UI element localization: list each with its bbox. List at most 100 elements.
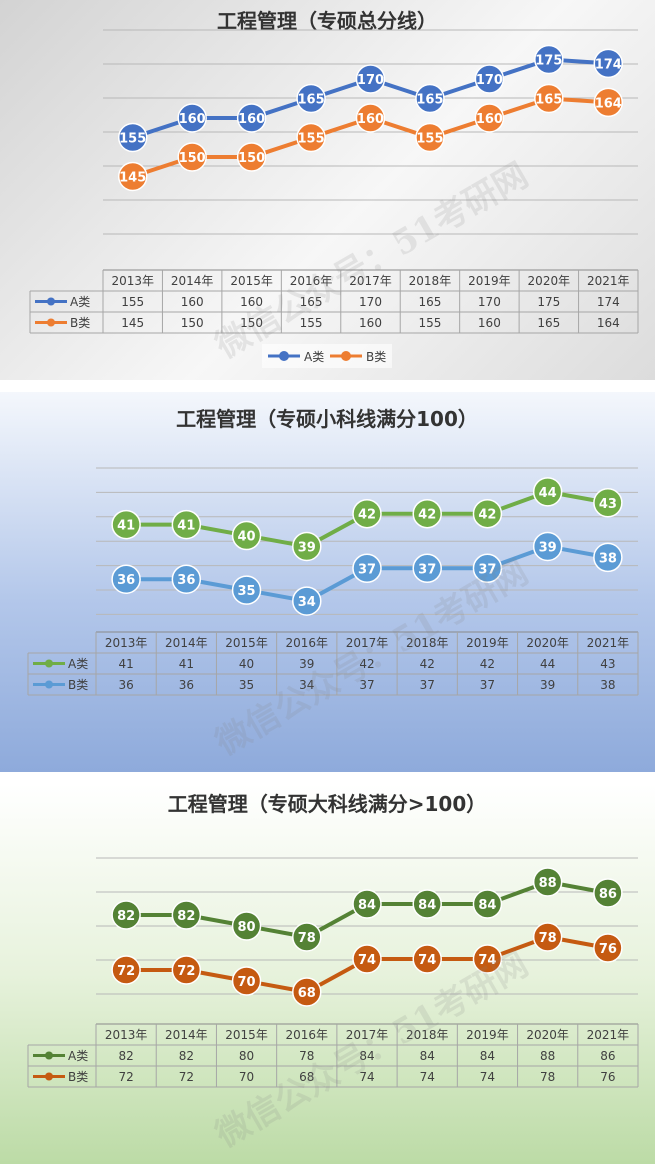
- data-label: 170: [476, 73, 503, 88]
- table-header-cell: 2015年: [225, 636, 268, 650]
- data-label: 84: [418, 898, 436, 913]
- table-cell: 160: [181, 295, 204, 309]
- data-point: [355, 103, 386, 133]
- data-point: [593, 87, 624, 118]
- data-label: 165: [297, 93, 324, 108]
- data-point: [177, 142, 207, 172]
- legend-key-marker: [47, 297, 55, 306]
- data-label: 42: [418, 508, 436, 523]
- table-header-cell: 2020年: [526, 1028, 569, 1042]
- data-point: [292, 586, 322, 616]
- data-point: [593, 542, 623, 573]
- data-label: 78: [298, 931, 316, 946]
- table-cell: 41: [179, 657, 194, 671]
- table-cell: 165: [418, 295, 441, 309]
- table-header-cell: 2019年: [466, 1028, 509, 1042]
- table-cell: 170: [478, 295, 501, 309]
- data-label: 84: [478, 898, 496, 913]
- data-label: 160: [238, 112, 265, 127]
- table-cell: 82: [118, 1049, 133, 1063]
- data-point: [412, 498, 442, 529]
- data-point: [352, 553, 382, 584]
- data-label: 150: [179, 151, 206, 166]
- data-label: 36: [177, 573, 195, 588]
- data-label: 74: [478, 953, 496, 968]
- data-point: [111, 955, 141, 985]
- data-label: 43: [599, 497, 617, 512]
- data-label: 34: [298, 595, 316, 610]
- table-header-cell: 2017年: [349, 274, 392, 288]
- data-label: 44: [539, 486, 557, 501]
- data-point: [111, 509, 141, 540]
- table-header-cell: 2017年: [346, 1028, 389, 1042]
- table-cell: 68: [299, 1070, 314, 1084]
- table-cell: 145: [121, 316, 144, 330]
- table-header-cell: 2014年: [165, 1028, 208, 1042]
- data-label: 36: [117, 573, 135, 588]
- data-label: 72: [117, 964, 135, 979]
- data-label: 37: [418, 562, 436, 577]
- data-point: [117, 161, 148, 192]
- data-point: [532, 922, 563, 952]
- table-cell: 70: [239, 1070, 254, 1084]
- table-header-cell: 2016年: [286, 636, 329, 650]
- data-label: 70: [238, 975, 256, 990]
- legend-label: A类: [304, 350, 324, 364]
- table-row-label: A类: [68, 1049, 88, 1063]
- table-cell: 74: [420, 1070, 435, 1084]
- data-point: [352, 889, 382, 919]
- data-label: 174: [595, 57, 622, 72]
- table-header-cell: 2015年: [230, 274, 273, 288]
- data-point: [292, 922, 322, 952]
- table-cell: 34: [299, 678, 314, 692]
- table-cell: 80: [239, 1049, 254, 1063]
- data-label: 165: [416, 93, 443, 108]
- table-header-cell: 2013年: [105, 636, 148, 650]
- data-label: 72: [177, 964, 195, 979]
- table-cell: 74: [480, 1070, 495, 1084]
- table-row-label: B类: [70, 316, 90, 330]
- chart-title: 工程管理（专硕总分线）: [217, 9, 437, 33]
- data-label: 160: [179, 112, 206, 127]
- legend-label: B类: [366, 350, 386, 364]
- data-label: 42: [478, 508, 496, 523]
- data-point: [296, 122, 326, 153]
- data-point: [412, 889, 442, 919]
- table-cell: 170: [359, 295, 382, 309]
- data-label: 38: [599, 551, 617, 566]
- table-header-cell: 2020年: [528, 274, 571, 288]
- data-point: [352, 498, 382, 529]
- table-cell: 88: [540, 1049, 555, 1063]
- table-cell: 84: [480, 1049, 495, 1063]
- data-label: 41: [177, 519, 195, 534]
- data-label: 88: [539, 876, 557, 891]
- data-label: 74: [358, 953, 376, 968]
- table-cell: 39: [299, 657, 314, 671]
- table-cell: 165: [537, 316, 560, 330]
- data-point: [593, 878, 623, 908]
- data-point: [532, 531, 563, 562]
- line-chart-large-subject: 工程管理（专硕大科线满分>100） 82 82 80 78 84 84 84 88 86 72 72 7…: [27, 792, 639, 1088]
- data-label: 145: [119, 171, 146, 186]
- legend-key-marker: [45, 1051, 53, 1060]
- table-header-cell: 2019年: [468, 274, 511, 288]
- table-header-cell: 2016年: [286, 1028, 329, 1042]
- table-cell: 164: [597, 316, 620, 330]
- table-cell: 42: [480, 657, 495, 671]
- table-cell: 40: [239, 657, 254, 671]
- table-cell: 160: [240, 295, 263, 309]
- data-point: [171, 564, 202, 594]
- table-cell: 155: [418, 316, 441, 330]
- data-point: [296, 83, 326, 114]
- table-cell: 82: [179, 1049, 194, 1063]
- table-cell: 76: [600, 1070, 615, 1084]
- divider: [0, 380, 655, 392]
- data-point: [474, 64, 505, 94]
- table-cell: 43: [600, 657, 615, 671]
- table-cell: 36: [179, 678, 194, 692]
- data-label: 39: [298, 540, 316, 555]
- table-cell: 155: [300, 316, 323, 330]
- data-label: 78: [539, 931, 557, 946]
- data-point: [352, 944, 382, 974]
- data-label: 37: [478, 562, 496, 577]
